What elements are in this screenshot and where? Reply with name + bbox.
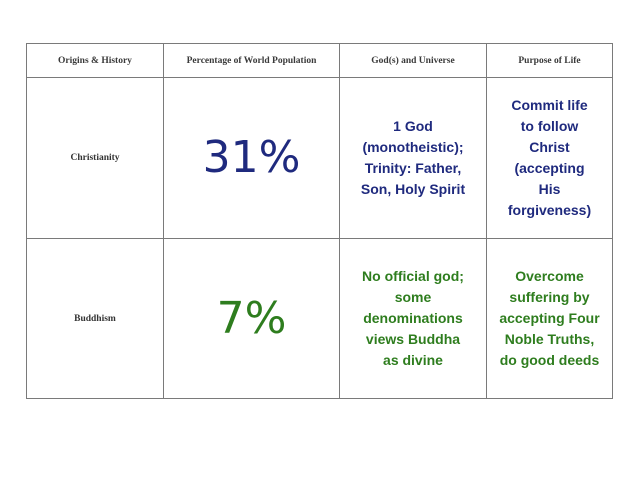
header-origins: Origins & History xyxy=(26,43,164,78)
religion-name: Buddhism xyxy=(26,238,164,399)
purpose-line: accepting Four xyxy=(499,310,600,326)
purpose-line: to follow xyxy=(520,118,579,134)
percentage-cell: 31% xyxy=(163,77,340,239)
purpose-cell: Commit life to follow Christ (accepting … xyxy=(486,77,613,239)
purpose-line: Commit life xyxy=(511,97,588,113)
gods-line: some xyxy=(394,289,432,305)
percentage-cell: 7% xyxy=(163,238,340,399)
gods-line: as divine xyxy=(383,352,443,368)
gods-line: Trinity: Father, xyxy=(364,160,462,176)
purpose-text: Commit life to follow Christ (accepting … xyxy=(502,95,597,221)
header-percentage: Percentage of World Population xyxy=(163,43,340,78)
purpose-text: Overcome suffering by accepting Four Nob… xyxy=(493,266,605,371)
percentage-value: 31% xyxy=(202,132,301,183)
gods-line: views Buddha xyxy=(365,331,461,347)
purpose-line: suffering by xyxy=(509,289,590,305)
table-row: Christianity 31% 1 God (monotheistic); T… xyxy=(26,77,613,239)
gods-line: Son, Holy Spirit xyxy=(360,181,466,197)
table-row: Buddhism 7% No official god; some denomi… xyxy=(26,238,613,399)
purpose-line: Overcome xyxy=(515,268,584,284)
table-header-row: Origins & History Percentage of World Po… xyxy=(26,43,613,78)
purpose-cell: Overcome suffering by accepting Four Nob… xyxy=(486,238,613,399)
gods-line: denominations xyxy=(363,310,463,326)
purpose-line: (accepting xyxy=(514,160,585,176)
purpose-line: forgiveness) xyxy=(507,202,592,218)
gods-line: 1 God xyxy=(393,118,433,134)
religions-table: Origins & History Percentage of World Po… xyxy=(26,43,613,399)
purpose-line: Christ xyxy=(529,139,570,155)
religion-name: Christianity xyxy=(26,77,164,239)
gods-cell: No official god; some denominations view… xyxy=(339,238,487,399)
purpose-line: do good deeds xyxy=(499,352,600,368)
gods-text: 1 God (monotheistic); Trinity: Father, S… xyxy=(355,116,471,200)
purpose-line: Noble Truths, xyxy=(504,331,595,347)
header-purpose: Purpose of Life xyxy=(486,43,613,78)
header-gods: God(s) and Universe xyxy=(339,43,487,78)
gods-text: No official god; some denominations view… xyxy=(356,266,470,371)
gods-line: (monotheistic); xyxy=(362,139,464,155)
gods-line: No official god; xyxy=(362,268,464,284)
purpose-line: His xyxy=(538,181,561,197)
percentage-value: 7% xyxy=(216,292,287,344)
gods-cell: 1 God (monotheistic); Trinity: Father, S… xyxy=(339,77,487,239)
